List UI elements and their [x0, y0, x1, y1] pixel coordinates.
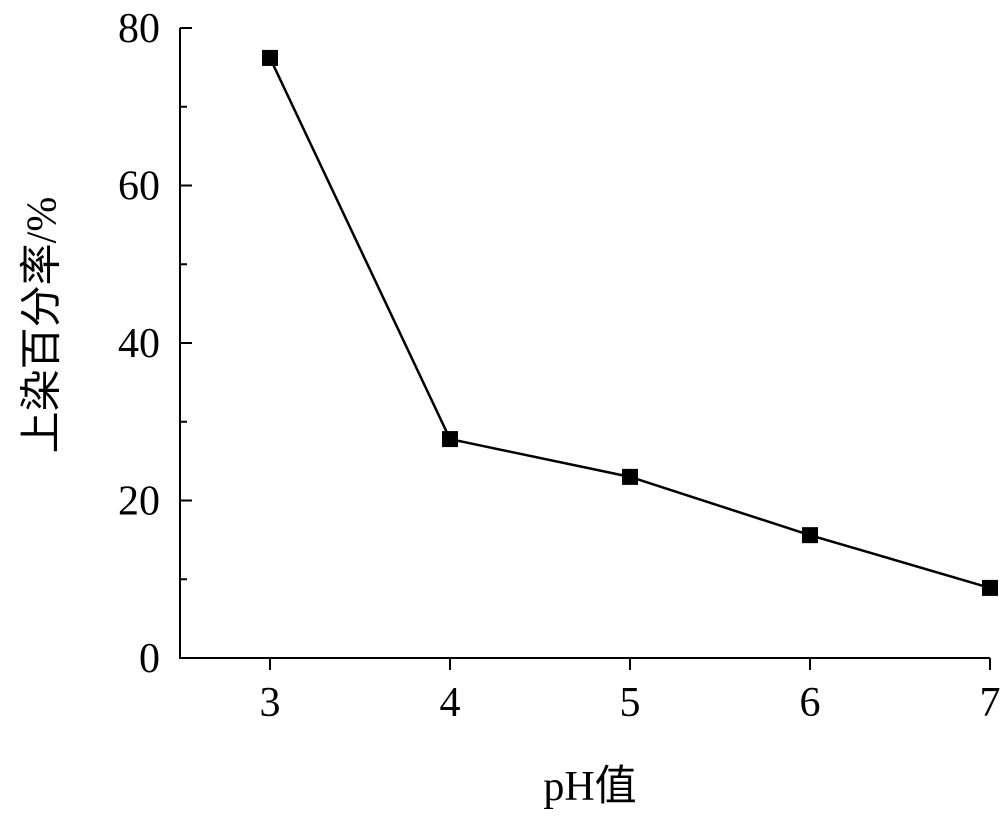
data-point — [442, 431, 458, 448]
y-tick-label: 60 — [118, 164, 160, 210]
x-tick-label: 3 — [260, 680, 281, 726]
data-point — [262, 49, 278, 66]
x-tick-label: 5 — [620, 680, 641, 726]
x-tick-label: 4 — [440, 680, 461, 726]
y-tick-label: 20 — [118, 479, 160, 525]
y-tick-label: 40 — [118, 321, 160, 367]
y-tick-label: 80 — [118, 6, 160, 52]
data-point — [622, 468, 638, 485]
x-axis-label: pH值 — [543, 764, 636, 810]
data-line — [268, 57, 991, 590]
x-tick-label: 6 — [800, 680, 821, 726]
y-axis-label: 上染百分率/% — [19, 197, 66, 454]
y-tick-label: 0 — [139, 636, 160, 682]
x-tick-label: 7 — [980, 680, 1000, 726]
data-point — [982, 579, 998, 596]
data-point — [802, 527, 818, 544]
